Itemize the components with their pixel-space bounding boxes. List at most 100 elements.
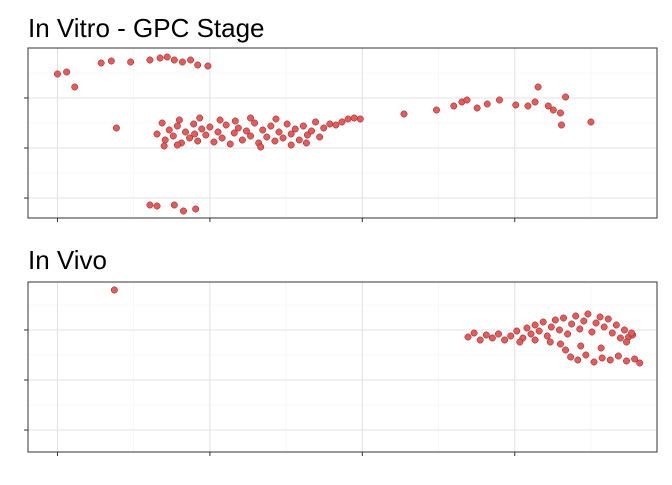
point bbox=[580, 317, 588, 325]
point bbox=[210, 138, 218, 146]
point bbox=[560, 314, 567, 322]
point bbox=[356, 115, 364, 123]
point bbox=[636, 359, 644, 367]
point bbox=[165, 126, 173, 134]
point bbox=[169, 132, 177, 140]
point bbox=[344, 115, 352, 123]
point bbox=[202, 131, 210, 139]
point bbox=[483, 100, 491, 108]
point bbox=[234, 124, 242, 132]
point bbox=[621, 326, 628, 334]
point bbox=[543, 332, 551, 340]
point bbox=[156, 54, 164, 62]
point bbox=[71, 83, 79, 91]
point bbox=[206, 123, 214, 131]
point bbox=[170, 56, 178, 64]
point bbox=[186, 134, 194, 142]
point bbox=[464, 333, 472, 341]
point bbox=[279, 134, 287, 142]
point bbox=[628, 329, 636, 337]
point bbox=[587, 118, 595, 126]
point bbox=[326, 120, 334, 128]
point bbox=[267, 122, 275, 130]
point bbox=[198, 125, 206, 133]
point bbox=[562, 346, 569, 354]
point bbox=[308, 127, 315, 135]
point bbox=[226, 140, 234, 148]
point bbox=[63, 68, 71, 76]
point bbox=[247, 114, 254, 122]
point bbox=[513, 327, 521, 335]
point bbox=[577, 342, 585, 350]
point bbox=[501, 336, 509, 344]
point bbox=[584, 310, 592, 318]
point bbox=[163, 53, 171, 61]
point bbox=[112, 124, 120, 132]
point bbox=[312, 118, 320, 126]
point bbox=[287, 141, 295, 149]
point bbox=[557, 340, 564, 348]
point bbox=[302, 139, 310, 147]
point bbox=[158, 119, 166, 127]
point bbox=[592, 319, 600, 327]
point bbox=[551, 316, 559, 324]
point bbox=[338, 118, 346, 126]
point bbox=[272, 115, 280, 123]
point bbox=[531, 98, 539, 106]
point bbox=[488, 334, 496, 342]
point bbox=[572, 312, 580, 320]
point bbox=[173, 122, 181, 130]
point bbox=[295, 136, 303, 144]
point bbox=[546, 338, 554, 346]
point bbox=[576, 325, 584, 333]
point bbox=[600, 323, 608, 331]
point bbox=[214, 128, 222, 136]
point bbox=[238, 136, 246, 144]
point bbox=[320, 124, 328, 132]
point bbox=[623, 357, 630, 365]
point bbox=[470, 329, 478, 337]
point bbox=[582, 351, 590, 359]
point bbox=[555, 326, 563, 334]
point bbox=[400, 110, 408, 118]
point bbox=[527, 330, 535, 338]
point bbox=[146, 201, 154, 209]
point bbox=[160, 142, 168, 150]
point bbox=[547, 323, 555, 331]
point bbox=[107, 57, 115, 65]
point bbox=[216, 116, 224, 124]
point bbox=[596, 313, 604, 321]
point bbox=[161, 136, 169, 144]
point bbox=[433, 106, 440, 114]
point bbox=[222, 121, 230, 129]
point bbox=[523, 324, 531, 332]
point bbox=[612, 321, 620, 329]
plot-background bbox=[28, 48, 657, 218]
point bbox=[473, 104, 481, 112]
point bbox=[512, 101, 520, 109]
point bbox=[127, 58, 135, 66]
point bbox=[153, 202, 161, 210]
point bbox=[153, 130, 161, 138]
point bbox=[606, 356, 614, 364]
point bbox=[623, 338, 630, 346]
point bbox=[590, 358, 598, 366]
point bbox=[271, 137, 279, 145]
plot-background bbox=[28, 282, 657, 452]
point bbox=[631, 355, 639, 363]
point bbox=[507, 332, 515, 340]
point bbox=[146, 56, 154, 64]
point bbox=[608, 329, 616, 337]
point bbox=[182, 128, 189, 136]
point bbox=[283, 120, 291, 128]
point bbox=[463, 96, 471, 104]
point bbox=[191, 130, 199, 138]
point bbox=[476, 336, 484, 344]
point bbox=[243, 127, 250, 135]
point bbox=[287, 130, 295, 138]
point bbox=[588, 328, 596, 336]
point bbox=[564, 330, 572, 338]
point bbox=[291, 125, 299, 133]
point bbox=[450, 102, 458, 110]
